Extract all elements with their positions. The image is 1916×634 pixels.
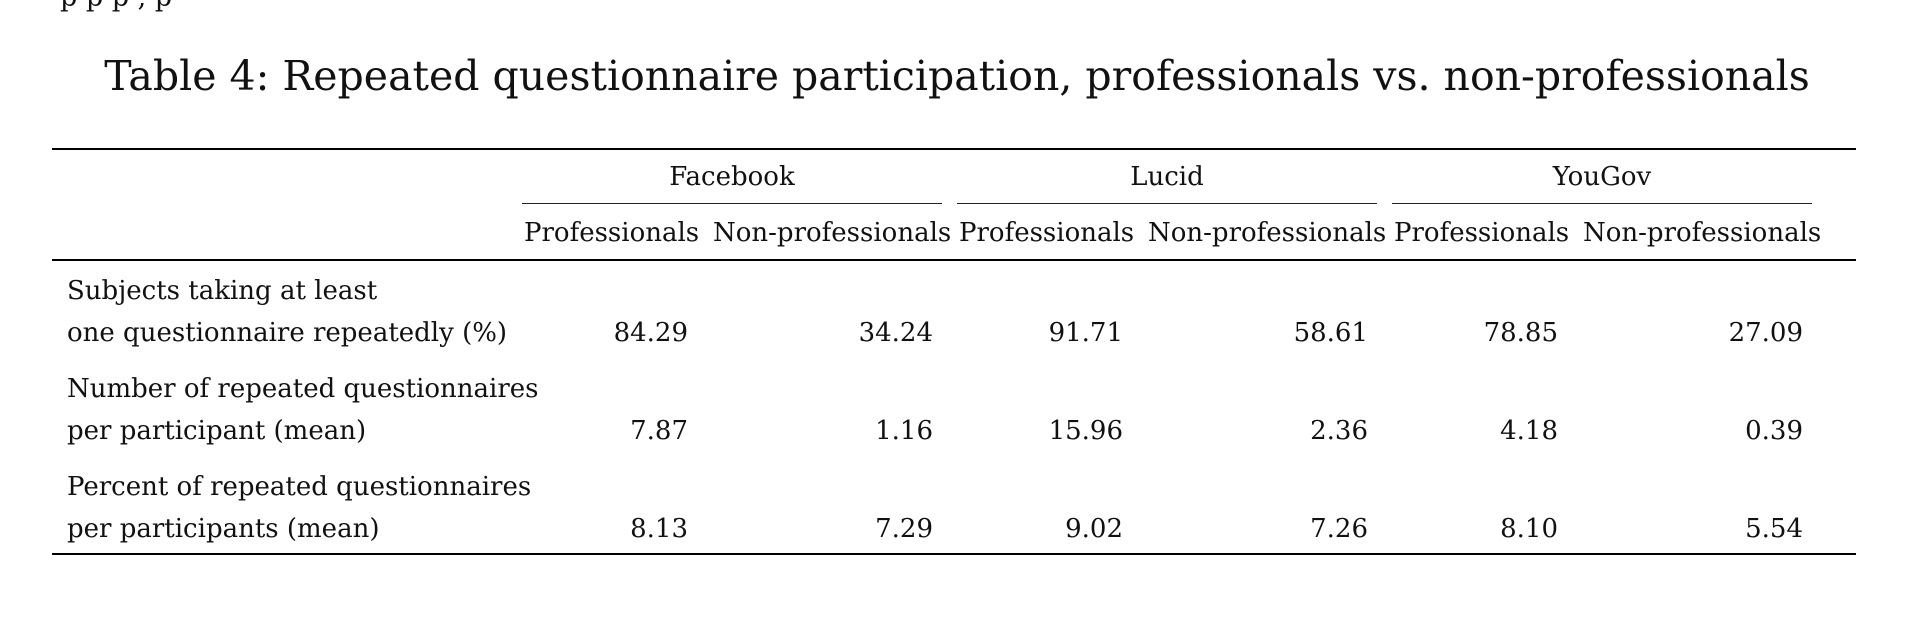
row-label: Percent of repeated questionnaires per p… (67, 466, 531, 550)
table-cell: 4.18 (1500, 416, 1558, 446)
table-cell: 58.61 (1293, 318, 1368, 348)
table-cell: 7.26 (1310, 514, 1368, 544)
table-cell: 15.96 (1048, 416, 1123, 446)
row-label-line: per participant (mean) (67, 416, 367, 446)
column-header: Professionals (1394, 218, 1570, 248)
column-header: Non-professionals (1148, 218, 1387, 248)
table-caption-text: Table 4: Repeated questionnaire particip… (104, 52, 1810, 100)
group-header-yougov: YouGov (1552, 162, 1652, 192)
row-label: Number of repeated questionnaires per pa… (67, 368, 539, 452)
table-top-rule (52, 148, 1856, 150)
table-header-rule (52, 259, 1856, 261)
column-header: Professionals (524, 218, 700, 248)
table-cell: 91.71 (1048, 318, 1123, 348)
group-header-lucid: Lucid (1130, 162, 1204, 192)
table-cell: 5.54 (1745, 514, 1803, 544)
row-label-line: Subjects taking at least (67, 276, 378, 306)
table-cell: 8.10 (1500, 514, 1558, 544)
row-label-line: per participants (mean) (67, 514, 380, 544)
column-header: Non-professionals (1583, 218, 1822, 248)
table-cell: 34.24 (858, 318, 933, 348)
table-cell: 27.09 (1728, 318, 1803, 348)
column-header: Non-professionals (713, 218, 952, 248)
group-header-facebook: Facebook (669, 162, 795, 192)
group-rule-yougov (1392, 203, 1812, 205)
previous-text-fragment: p p p , p (60, 0, 172, 13)
table-caption: Table 4: Repeated questionnaire particip… (0, 48, 1916, 104)
table-bottom-rule (52, 553, 1856, 555)
group-rule-lucid (957, 203, 1377, 205)
table-cell: 0.39 (1745, 416, 1803, 446)
table-cell: 84.29 (613, 318, 688, 348)
row-label-line: Percent of repeated questionnaires (67, 472, 532, 502)
table-cell: 1.16 (875, 416, 933, 446)
group-rule-facebook (522, 203, 942, 205)
table-cell: 7.87 (630, 416, 688, 446)
column-header: Professionals (959, 218, 1135, 248)
table-cell: 2.36 (1310, 416, 1368, 446)
table-cell: 8.13 (630, 514, 688, 544)
row-label: Subjects taking at least one questionnai… (67, 270, 507, 354)
table-cell: 7.29 (875, 514, 933, 544)
row-label-line: Number of repeated questionnaires (67, 374, 539, 404)
table-cell: 78.85 (1483, 318, 1558, 348)
table-cell: 9.02 (1065, 514, 1123, 544)
row-label-line: one questionnaire repeatedly (%) (67, 318, 508, 348)
